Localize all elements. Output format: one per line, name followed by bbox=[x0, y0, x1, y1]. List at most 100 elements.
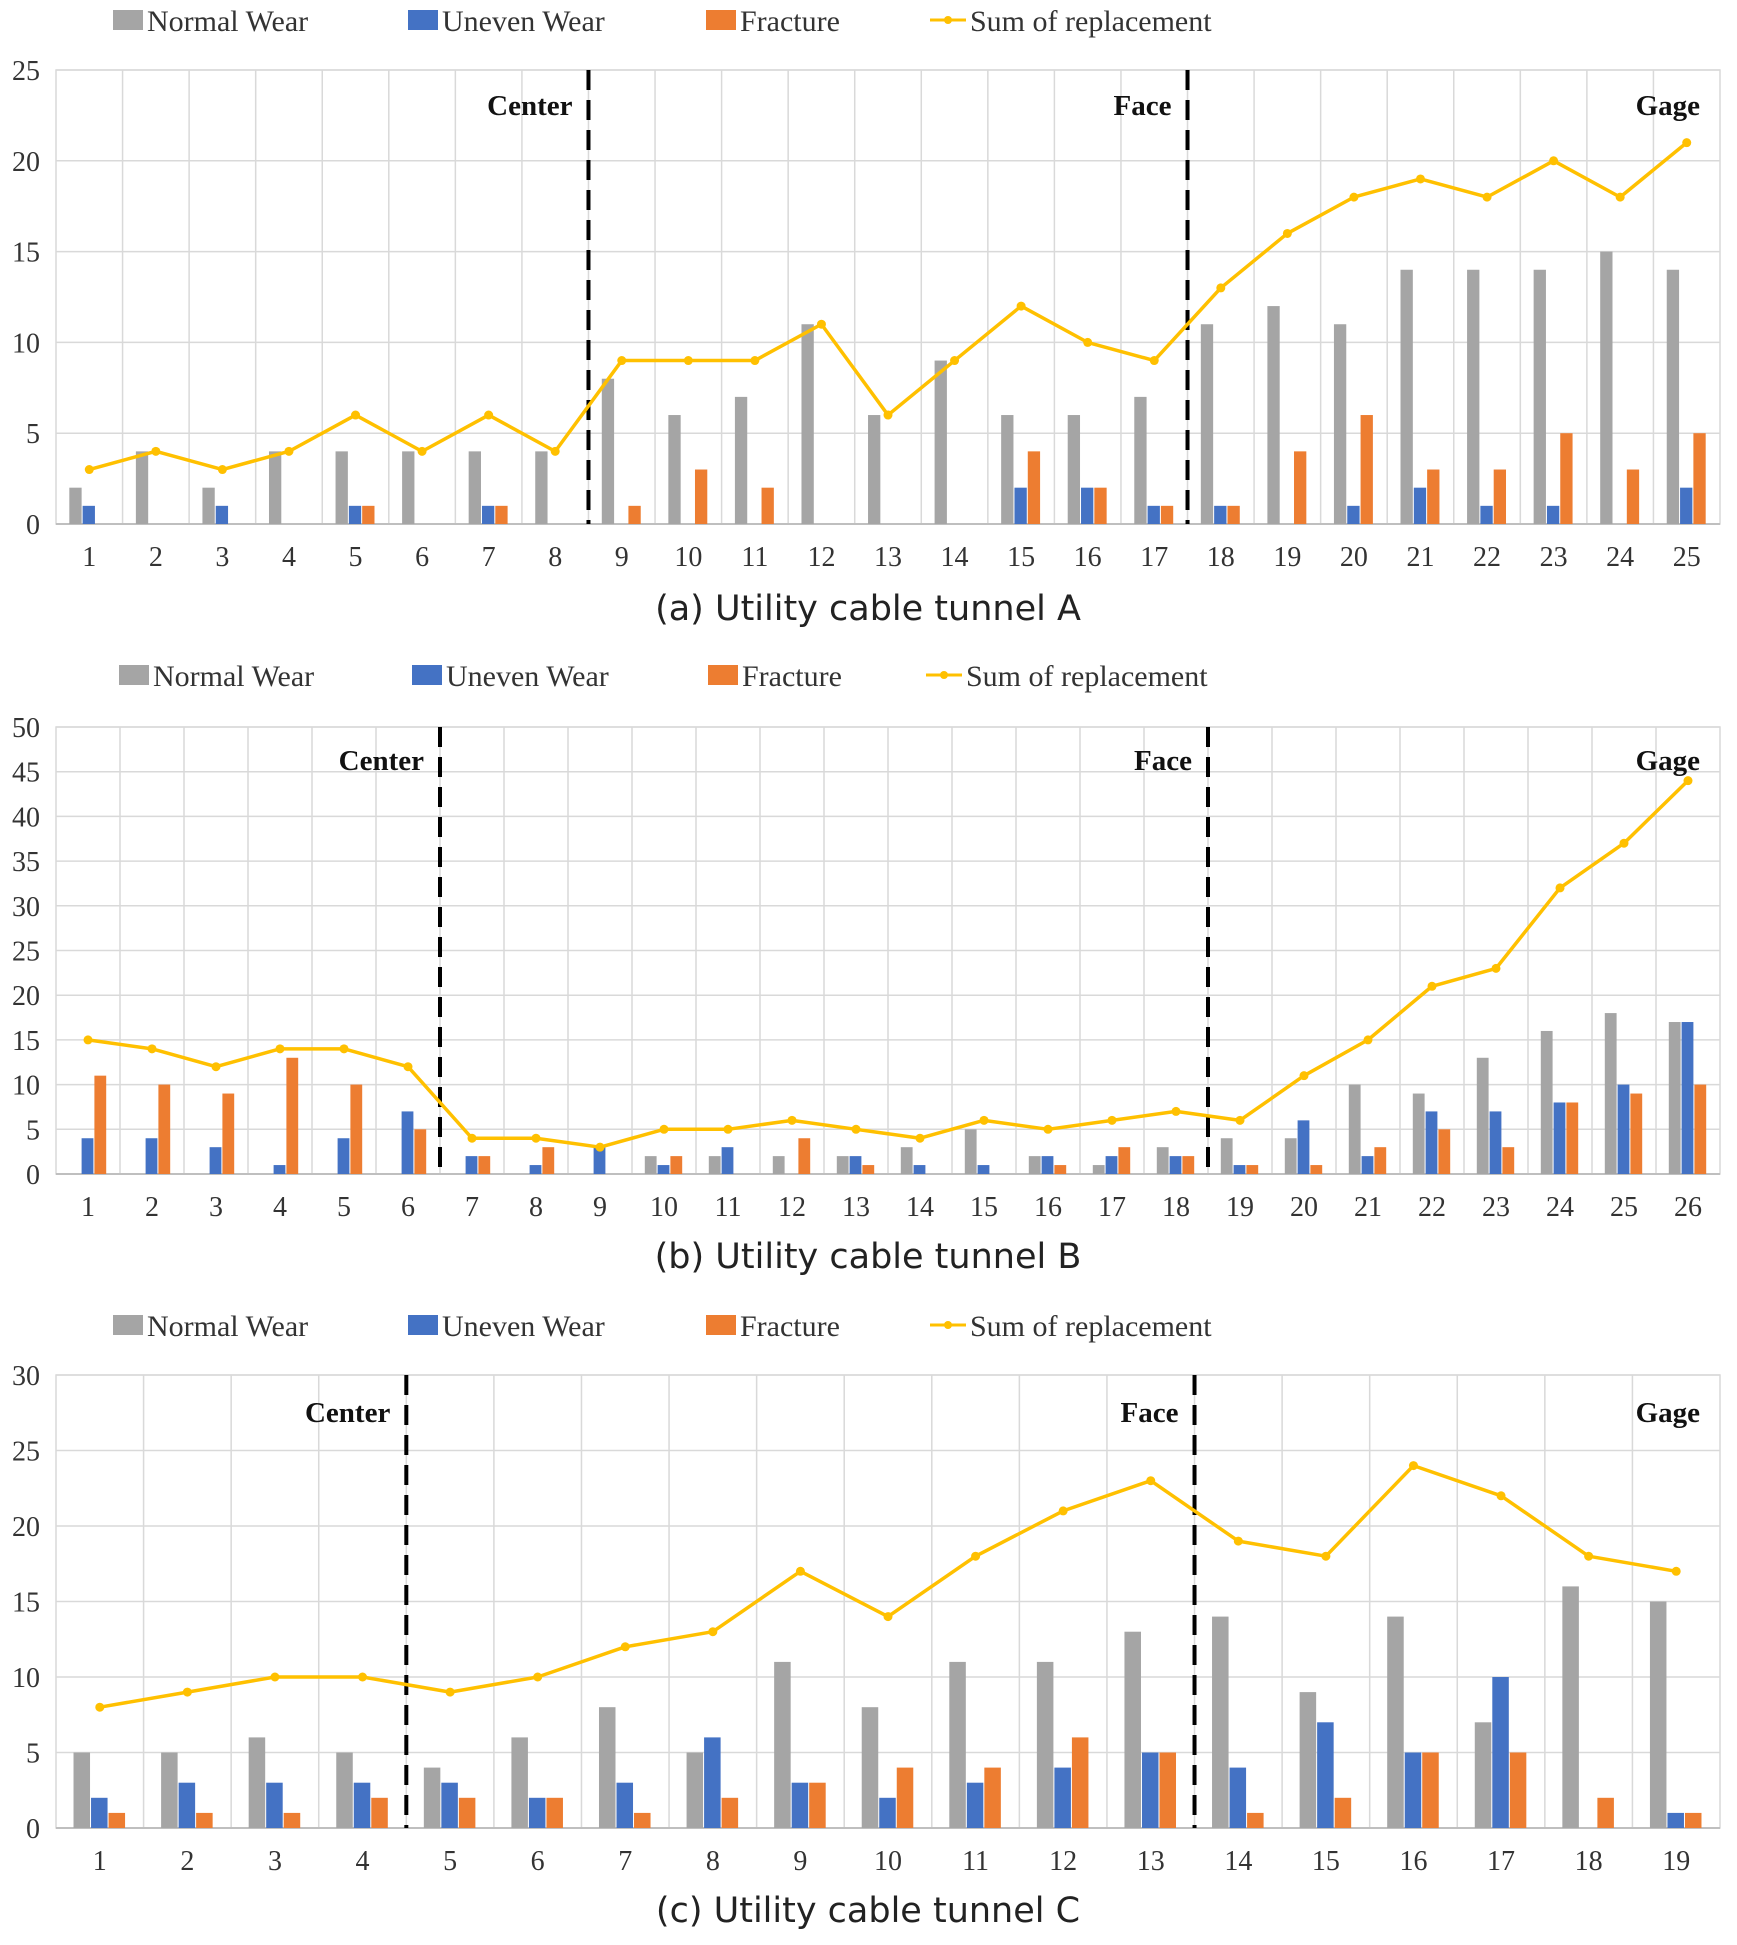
x-tick-label: 18 bbox=[1162, 1192, 1190, 1223]
x-tick-label: 12 bbox=[778, 1192, 806, 1223]
point-sum-of-replacement bbox=[1555, 883, 1565, 893]
bar-fracture bbox=[1502, 1147, 1515, 1174]
point-sum-of-replacement bbox=[284, 446, 294, 456]
bar-fracture bbox=[478, 1156, 491, 1174]
bar-fracture bbox=[761, 487, 774, 524]
bar-normal-wear bbox=[949, 1661, 966, 1828]
bar-uneven-wear bbox=[1169, 1156, 1182, 1174]
bar-normal-wear bbox=[708, 1156, 721, 1174]
legend-marker-sum-of-replacement bbox=[940, 671, 948, 679]
point-sum-of-replacement bbox=[275, 1044, 285, 1054]
bar-uneven-wear bbox=[966, 1782, 984, 1828]
bar-fracture bbox=[798, 1138, 811, 1174]
point-sum-of-replacement bbox=[1146, 1476, 1156, 1486]
bar-fracture bbox=[634, 1812, 651, 1828]
bar-fracture bbox=[158, 1084, 171, 1174]
x-tick-label: 8 bbox=[548, 542, 562, 573]
bar-fracture bbox=[1684, 1812, 1702, 1828]
point-sum-of-replacement bbox=[1349, 192, 1359, 202]
bar-uneven-wear bbox=[1361, 1156, 1374, 1174]
x-tick-label: 17 bbox=[1487, 1846, 1515, 1877]
bar-uneven-wear bbox=[791, 1782, 809, 1828]
panel-caption: (a) Utility cable tunnel A bbox=[655, 589, 1081, 629]
bar-fracture bbox=[1560, 433, 1573, 524]
bar-normal-wear bbox=[934, 360, 947, 524]
x-tick-label: 4 bbox=[282, 542, 296, 573]
legend-label: Uneven Wear bbox=[442, 5, 605, 38]
point-sum-of-replacement bbox=[723, 1124, 733, 1134]
point-sum-of-replacement bbox=[659, 1124, 669, 1134]
x-tick-label: 5 bbox=[443, 1846, 457, 1877]
x-tick-label: 22 bbox=[1473, 542, 1501, 573]
y-tick-label: 0 bbox=[26, 1814, 40, 1845]
bar-fracture bbox=[896, 1767, 914, 1828]
bar-fracture bbox=[628, 505, 641, 524]
bar-fracture bbox=[1027, 451, 1041, 524]
point-sum-of-replacement bbox=[1482, 192, 1492, 202]
bar-normal-wear bbox=[1474, 1722, 1492, 1828]
point-sum-of-replacement bbox=[217, 465, 227, 475]
bar-normal-wear bbox=[1134, 396, 1147, 524]
point-sum-of-replacement bbox=[445, 1687, 455, 1697]
bar-normal-wear bbox=[1666, 269, 1680, 524]
legend-label: Sum of replacement bbox=[966, 660, 1208, 693]
point-sum-of-replacement bbox=[1683, 776, 1693, 786]
bar-uneven-wear bbox=[1489, 1111, 1502, 1174]
point-sum-of-replacement bbox=[1427, 981, 1437, 991]
bar-fracture bbox=[458, 1797, 476, 1828]
bar-normal-wear bbox=[1562, 1586, 1579, 1828]
bar-uneven-wear bbox=[1546, 505, 1560, 524]
point-sum-of-replacement bbox=[1584, 1551, 1594, 1561]
x-tick-label: 15 bbox=[970, 1192, 998, 1223]
chart-panel-2: Normal Wear Uneven Wear Fracture Sum of rep… bbox=[12, 660, 1721, 1277]
panel-caption: (c) Utility cable tunnel C bbox=[656, 1891, 1080, 1931]
bar-uneven-wear bbox=[1492, 1677, 1509, 1828]
bar-uneven-wear bbox=[1404, 1752, 1422, 1828]
point-sum-of-replacement bbox=[531, 1133, 541, 1143]
bar-fracture bbox=[1094, 487, 1107, 524]
bar-fracture bbox=[108, 1812, 126, 1828]
x-tick-label: 10 bbox=[874, 1846, 902, 1877]
bar-uneven-wear bbox=[1041, 1156, 1054, 1174]
x-tick-label: 22 bbox=[1418, 1192, 1446, 1223]
zone-label-face: Face bbox=[1114, 90, 1172, 122]
bar-normal-wear bbox=[668, 415, 681, 524]
legend-swatch-uneven-wear bbox=[412, 665, 442, 685]
x-tick-label: 13 bbox=[842, 1192, 870, 1223]
bar-fracture bbox=[1247, 1812, 1264, 1828]
bar-fracture bbox=[1694, 1084, 1707, 1174]
zone-label-face: Face bbox=[1134, 745, 1192, 777]
x-tick-label: 23 bbox=[1482, 1192, 1510, 1223]
chart-panel-3: Normal Wear Uneven Wear Fracture Sum of rep… bbox=[12, 1310, 1721, 1931]
bar-fracture bbox=[1310, 1165, 1323, 1174]
bar-uneven-wear bbox=[348, 505, 362, 524]
bar-uneven-wear bbox=[1147, 505, 1160, 524]
bar-fracture bbox=[495, 505, 508, 524]
bar-fracture bbox=[1071, 1737, 1089, 1828]
bar-uneven-wear bbox=[1054, 1767, 1071, 1828]
point-sum-of-replacement bbox=[1408, 1461, 1418, 1471]
y-tick-label: 0 bbox=[26, 510, 40, 541]
x-tick-label: 6 bbox=[415, 542, 429, 573]
point-sum-of-replacement bbox=[270, 1672, 280, 1682]
point-sum-of-replacement bbox=[883, 1612, 893, 1622]
zone-label-gage: Gage bbox=[1636, 90, 1701, 122]
point-sum-of-replacement bbox=[683, 356, 693, 366]
bar-normal-wear bbox=[69, 487, 82, 524]
zone-label-face: Face bbox=[1121, 1397, 1179, 1429]
y-tick-label: 5 bbox=[26, 419, 40, 450]
bar-normal-wear bbox=[135, 451, 149, 524]
x-tick-label: 20 bbox=[1340, 542, 1368, 573]
bar-normal-wear bbox=[1124, 1631, 1141, 1828]
bar-uneven-wear bbox=[1347, 505, 1360, 524]
point-sum-of-replacement bbox=[95, 1702, 105, 1712]
point-sum-of-replacement bbox=[851, 1124, 861, 1134]
point-sum-of-replacement bbox=[417, 446, 427, 456]
bar-uneven-wear bbox=[849, 1156, 862, 1174]
point-sum-of-replacement bbox=[147, 1044, 157, 1054]
legend-swatch-normal-wear bbox=[119, 665, 149, 685]
bar-normal-wear bbox=[1600, 251, 1613, 524]
legend: Normal Wear Uneven Wear Fracture Sum of rep… bbox=[113, 5, 1212, 38]
point-sum-of-replacement bbox=[151, 446, 161, 456]
bar-normal-wear bbox=[202, 487, 215, 524]
